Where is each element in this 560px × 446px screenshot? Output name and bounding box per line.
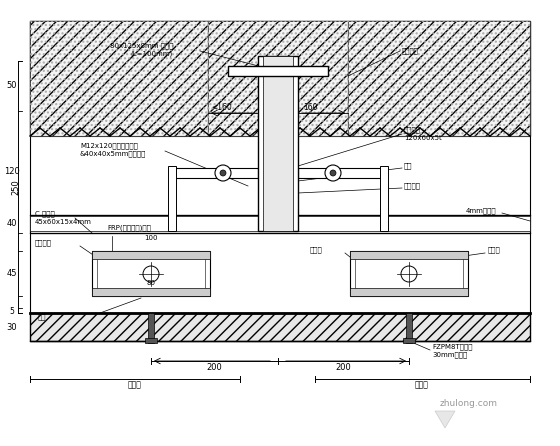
Text: 固锚岁度: 固锚岁度 <box>35 240 52 246</box>
Circle shape <box>325 165 341 181</box>
Bar <box>97 259 205 288</box>
Text: 30: 30 <box>7 322 17 331</box>
Text: FZPM8T机锚岁: FZPM8T机锚岁 <box>432 344 473 350</box>
Text: (L=100mm): (L=100mm) <box>130 51 172 57</box>
Text: 45x60x15x4mm: 45x60x15x4mm <box>35 219 92 225</box>
Bar <box>208 21 348 136</box>
Text: 80: 80 <box>147 280 156 286</box>
Text: 50: 50 <box>7 82 17 91</box>
Text: 底是: 底是 <box>404 163 413 169</box>
Bar <box>208 21 348 136</box>
Text: &40x40x5mm埋锚敏平: &40x40x5mm埋锚敏平 <box>80 151 146 157</box>
Text: 固锚岁: 固锚岁 <box>310 247 323 253</box>
Bar <box>30 216 530 231</box>
Text: 120x60x5t: 120x60x5t <box>404 135 442 141</box>
Text: 滑动岁: 滑动岁 <box>488 247 501 253</box>
Text: 250: 250 <box>12 179 21 195</box>
Text: C 型销锁: C 型销锁 <box>35 211 55 217</box>
Bar <box>92 288 210 296</box>
Text: 100: 100 <box>144 235 158 241</box>
Polygon shape <box>435 411 455 428</box>
Text: 5: 5 <box>10 306 15 315</box>
Bar <box>30 21 208 136</box>
Circle shape <box>401 266 417 282</box>
Text: 40: 40 <box>7 219 17 228</box>
Bar <box>258 56 298 231</box>
Text: 200: 200 <box>335 363 351 372</box>
Text: 120: 120 <box>4 168 20 177</box>
Bar <box>92 251 210 259</box>
Bar <box>350 288 468 296</box>
Bar <box>355 259 463 288</box>
Text: 石板尺: 石板尺 <box>415 380 429 389</box>
Text: zhulong.com: zhulong.com <box>440 400 498 409</box>
Bar <box>350 251 468 259</box>
Text: 80x125x8mm 锚板销: 80x125x8mm 锚板销 <box>110 43 174 50</box>
Bar <box>228 66 328 76</box>
Bar <box>298 168 383 178</box>
Text: 4mm温合锚: 4mm温合锚 <box>466 208 497 215</box>
Text: 锤子: 锤子 <box>38 314 46 320</box>
Text: 锁锁支压: 锁锁支压 <box>404 183 421 189</box>
Bar <box>350 251 468 296</box>
Bar <box>406 313 412 343</box>
Text: 石板尺: 石板尺 <box>128 380 142 389</box>
Bar <box>168 166 176 231</box>
Bar <box>348 21 530 136</box>
Bar <box>30 21 530 136</box>
Circle shape <box>330 170 336 176</box>
Text: 斜件铆明: 斜件铆明 <box>402 48 419 54</box>
Text: 160: 160 <box>303 103 318 112</box>
Circle shape <box>143 266 159 282</box>
Bar <box>173 168 258 178</box>
Bar <box>92 251 210 296</box>
Text: 角锁支座: 角锁支座 <box>404 127 421 133</box>
Bar <box>30 21 208 136</box>
Bar <box>148 313 154 343</box>
Text: <160: <160 <box>212 103 232 112</box>
Circle shape <box>220 170 226 176</box>
Text: 45: 45 <box>7 268 17 277</box>
Bar <box>30 136 530 313</box>
Text: 200: 200 <box>206 363 222 372</box>
Bar <box>30 215 530 233</box>
Bar <box>403 338 415 343</box>
Circle shape <box>215 165 231 181</box>
Bar <box>348 21 530 136</box>
Text: 30mm浆泥板: 30mm浆泥板 <box>432 352 467 358</box>
Bar <box>263 56 293 231</box>
Bar <box>145 338 157 343</box>
Text: M12x120折边锚顺敏嗫: M12x120折边锚顺敏嗫 <box>80 143 138 149</box>
Text: FRP(内表高度)橘栏: FRP(内表高度)橘栏 <box>107 225 151 231</box>
Bar <box>30 313 530 341</box>
Bar <box>380 166 388 231</box>
